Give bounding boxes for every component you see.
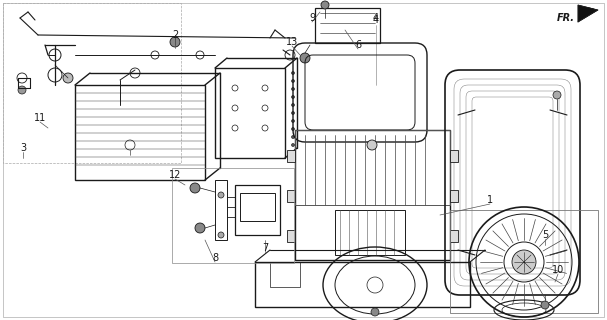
Circle shape [367, 140, 377, 150]
Text: 2: 2 [172, 30, 178, 40]
Circle shape [541, 301, 549, 309]
Circle shape [218, 232, 224, 238]
Circle shape [291, 79, 294, 83]
Circle shape [291, 103, 294, 107]
Bar [3, 3, 181, 163]
Bar [270, 262, 300, 287]
Circle shape [291, 143, 294, 147]
Circle shape [371, 308, 379, 316]
Text: 6: 6 [355, 40, 361, 50]
Text: 13: 13 [286, 37, 298, 47]
Circle shape [300, 53, 310, 63]
Circle shape [218, 192, 224, 198]
Circle shape [195, 223, 205, 233]
Bar [287, 150, 295, 162]
Bar [450, 190, 458, 202]
Bar [215, 68, 285, 158]
Text: 7: 7 [262, 243, 268, 253]
Text: 4: 4 [373, 13, 379, 23]
Text: 8: 8 [212, 253, 218, 263]
Circle shape [553, 91, 561, 99]
Bar [335, 210, 405, 255]
Circle shape [291, 71, 294, 75]
Bar [295, 130, 450, 205]
Circle shape [190, 183, 200, 193]
Circle shape [512, 250, 536, 274]
Text: 9: 9 [309, 13, 315, 23]
Circle shape [291, 119, 294, 123]
Text: 11: 11 [34, 113, 46, 123]
Circle shape [291, 135, 294, 139]
Bar [235, 185, 280, 235]
Circle shape [63, 73, 73, 83]
Bar [215, 180, 227, 240]
Bar [287, 230, 295, 242]
Circle shape [18, 86, 26, 94]
Circle shape [291, 111, 294, 115]
Bar [240, 193, 275, 221]
Bar [255, 262, 470, 307]
Text: FR.: FR. [557, 13, 575, 23]
FancyArrowPatch shape [581, 8, 593, 14]
Bar [172, 168, 294, 263]
Polygon shape [578, 5, 598, 22]
Bar [295, 130, 450, 260]
Bar [450, 210, 598, 313]
Text: 10: 10 [552, 265, 564, 275]
Text: 5: 5 [542, 230, 548, 240]
Text: 3: 3 [20, 143, 26, 153]
Text: 4: 4 [373, 15, 379, 25]
Circle shape [291, 87, 294, 91]
Text: 1: 1 [487, 195, 493, 205]
Bar [75, 85, 205, 180]
Circle shape [291, 127, 294, 131]
Bar [315, 8, 380, 43]
Circle shape [321, 1, 329, 9]
Text: 12: 12 [169, 170, 181, 180]
Bar [450, 230, 458, 242]
Bar [287, 190, 295, 202]
Circle shape [170, 37, 180, 47]
Circle shape [291, 95, 294, 99]
Bar [450, 150, 458, 162]
